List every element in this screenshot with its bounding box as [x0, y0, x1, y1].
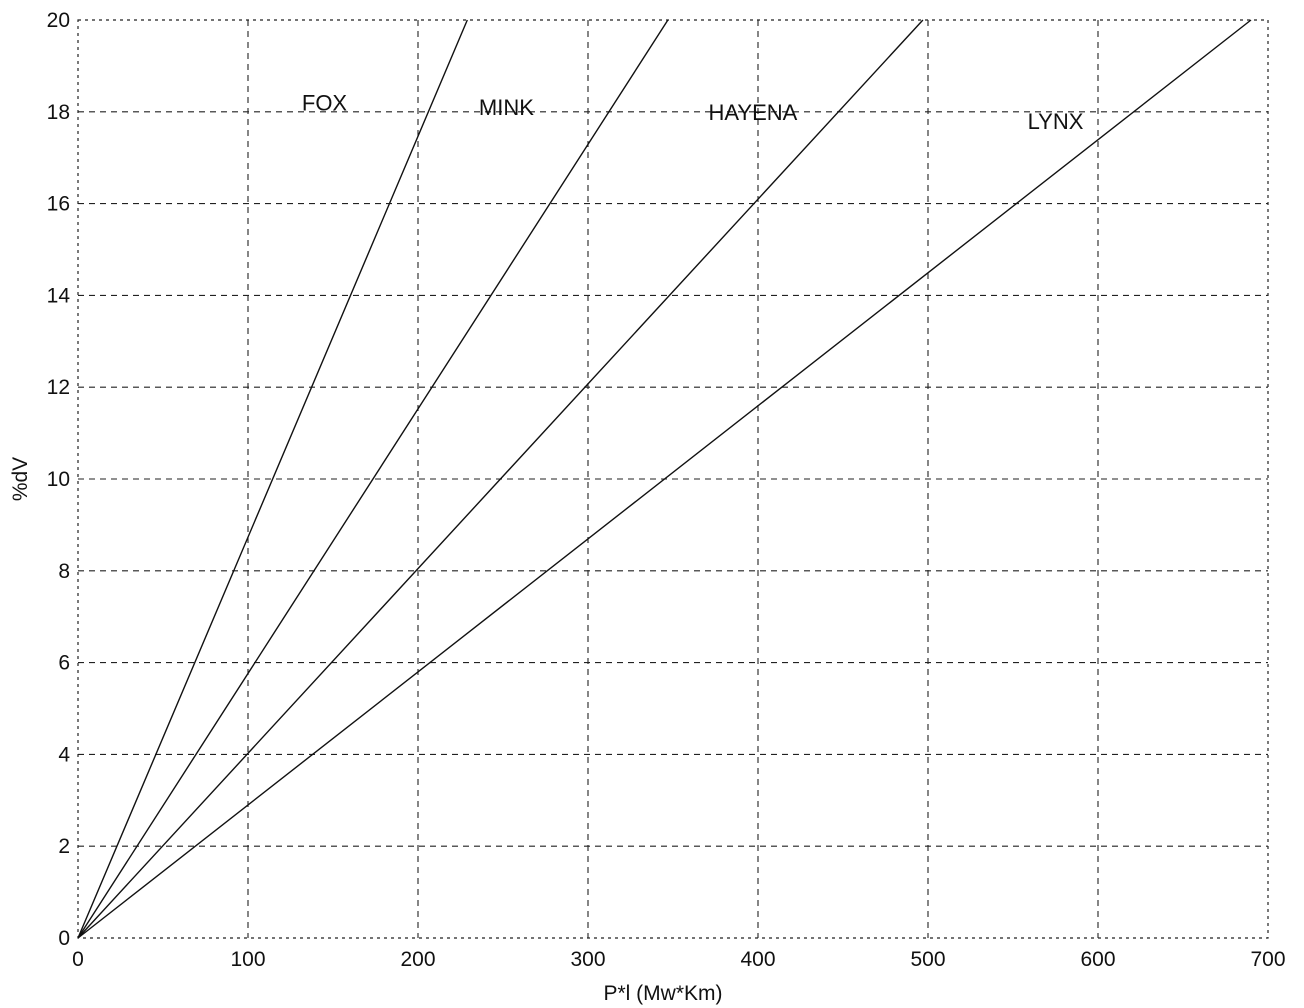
y-tick-label: 4	[58, 743, 70, 766]
y-tick-label: 10	[47, 468, 70, 491]
x-axis-title: P*l (Mw*Km)	[604, 982, 723, 1005]
x-tick-label: 400	[740, 948, 775, 971]
series-label-fox: FOX	[302, 91, 348, 116]
y-tick-label: 8	[58, 560, 70, 583]
plot-frame	[77, 19, 1269, 939]
x-tick-label: 500	[910, 948, 945, 971]
y-tick-label: 0	[58, 927, 70, 950]
y-tick-label: 18	[47, 101, 70, 124]
series-label-lynx: LYNX	[1028, 109, 1084, 134]
series-line-lynx	[77, 19, 1252, 939]
y-tick-label: 12	[47, 376, 70, 399]
x-tick-labels: 0 100 200 300 400 500 600 700	[72, 948, 1285, 971]
grid	[78, 20, 1268, 938]
x-tick-label: 0	[72, 948, 84, 971]
x-tick-label: 100	[230, 948, 265, 971]
series-line-mink	[77, 19, 669, 939]
x-tick-label: 200	[400, 948, 435, 971]
y-tick-label: 16	[47, 193, 70, 216]
series-label-mink: MINK	[479, 95, 534, 120]
y-axis-title: %dV	[9, 457, 32, 501]
series-line-hayena	[77, 19, 924, 939]
series-line-fox	[77, 19, 468, 939]
y-tick-labels: 0 2 4 6 8 10 12 14 16 18 20	[47, 9, 71, 950]
series-label-hayena: HAYENA	[708, 100, 797, 125]
x-tick-label: 700	[1250, 948, 1285, 971]
x-tick-label: 300	[570, 948, 605, 971]
x-tick-label: 600	[1080, 948, 1115, 971]
series-labels: FOX MINK HAYENA LYNX	[302, 91, 1084, 134]
y-tick-label: 2	[58, 835, 70, 858]
y-tick-label: 14	[47, 284, 71, 307]
y-tick-label: 20	[47, 9, 70, 32]
series-lines	[77, 19, 1252, 939]
y-tick-label: 6	[58, 652, 70, 675]
